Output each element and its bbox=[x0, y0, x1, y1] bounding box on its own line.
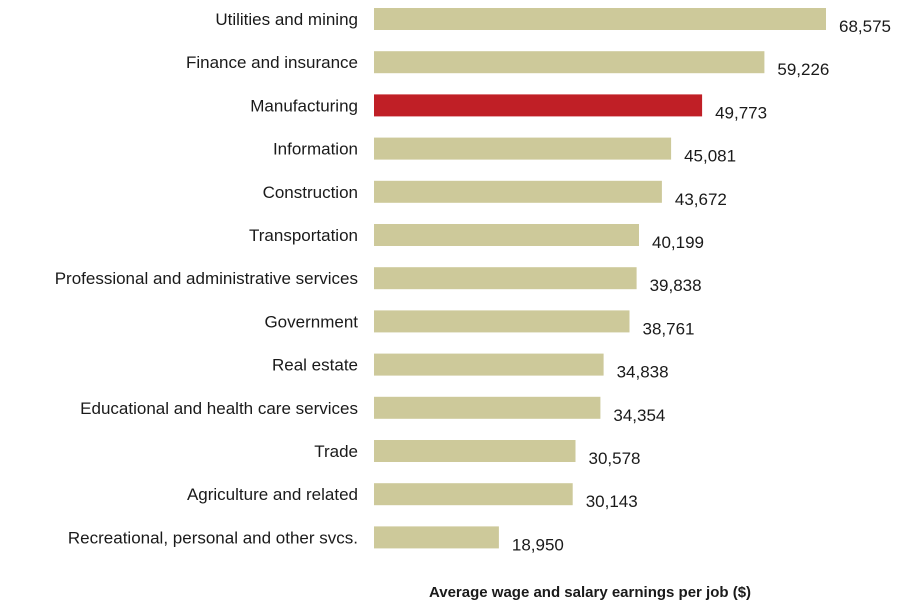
category-label-11: Agriculture and related bbox=[187, 485, 358, 504]
category-label-5: Transportation bbox=[249, 226, 358, 245]
value-label-7: 38,761 bbox=[643, 319, 695, 338]
category-label-3: Information bbox=[273, 140, 358, 159]
value-label-6: 39,838 bbox=[650, 276, 702, 295]
bar-10 bbox=[374, 440, 576, 462]
bar-2 bbox=[374, 94, 703, 117]
value-label-0: 68,575 bbox=[839, 17, 891, 36]
category-label-9: Educational and health care services bbox=[80, 399, 358, 418]
value-label-10: 30,578 bbox=[589, 449, 641, 468]
category-label-7: Government bbox=[264, 312, 358, 331]
value-label-1: 59,226 bbox=[777, 60, 829, 79]
bar-1 bbox=[374, 51, 765, 74]
category-label-10: Trade bbox=[314, 442, 358, 461]
category-label-1: Finance and insurance bbox=[186, 53, 358, 72]
value-label-9: 34,354 bbox=[613, 406, 665, 425]
category-label-0: Utilities and mining bbox=[215, 10, 358, 29]
bars-group bbox=[374, 8, 826, 549]
category-label-4: Construction bbox=[263, 183, 358, 202]
bar-8 bbox=[374, 353, 604, 376]
value-label-3: 45,081 bbox=[684, 147, 736, 166]
category-label-6: Professional and administrative services bbox=[55, 269, 358, 288]
value-label-4: 43,672 bbox=[675, 190, 727, 209]
value-label-12: 18,950 bbox=[512, 535, 564, 554]
bar-9 bbox=[374, 396, 601, 419]
bar-0 bbox=[374, 8, 826, 30]
value-labels-group: 68,575 59,226 49,773 45,081 43,672 40,199 39,8… bbox=[512, 17, 891, 554]
category-label-2: Manufacturing bbox=[250, 96, 358, 115]
bar-11 bbox=[374, 483, 573, 506]
x-axis-title: Average wage and salary earnings per job… bbox=[429, 584, 751, 601]
bar-4 bbox=[374, 180, 662, 203]
value-label-8: 34,838 bbox=[617, 363, 669, 382]
value-label-2: 49,773 bbox=[715, 103, 767, 122]
category-label-12: Recreational, personal and other svcs. bbox=[68, 528, 358, 547]
category-labels-group: Utilities and mining Finance and insuranc… bbox=[55, 10, 359, 547]
value-label-5: 40,199 bbox=[652, 233, 704, 252]
bar-5 bbox=[374, 224, 639, 246]
bar-6 bbox=[374, 267, 637, 290]
bar-7 bbox=[374, 310, 630, 333]
bar-12 bbox=[374, 526, 499, 549]
category-label-8: Real estate bbox=[272, 356, 358, 375]
bar-3 bbox=[374, 137, 672, 160]
value-label-11: 30,143 bbox=[586, 492, 638, 511]
